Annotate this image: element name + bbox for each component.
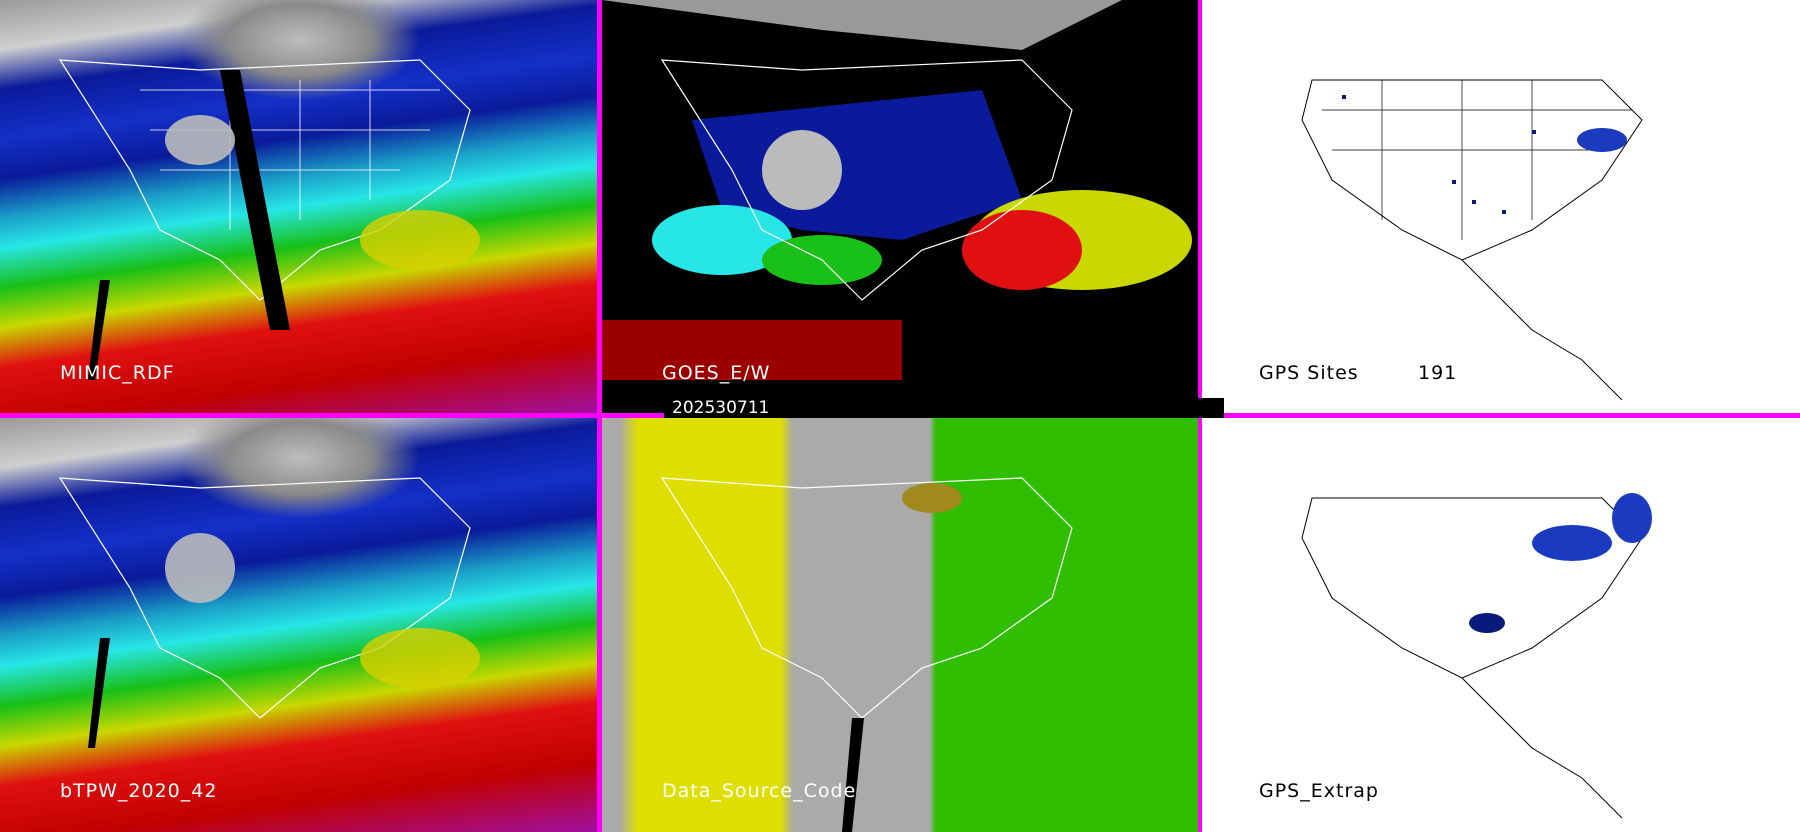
btpw-map-panel: bTPW_2020_42 [0, 418, 597, 832]
gps-sites-map-panel: GPS Sites 191 [1202, 0, 1800, 413]
coastline-overlay [58, 477, 480, 748]
goes-data-overlay [602, 0, 1192, 380]
gps-extrap-overlay [1301, 493, 1652, 819]
panel-label: GPS Sites [1259, 362, 1359, 384]
gps-sites-overlay [1301, 79, 1643, 401]
mimic-rdf-map-panel: MIMIC_RDF [0, 0, 597, 413]
gps-site-count: 191 [1418, 362, 1458, 384]
panel-label: Data_Source_Code [662, 780, 857, 802]
coastline-overlay [58, 59, 480, 380]
gps-extrap-map-panel: GPS_Extrap [1202, 418, 1800, 832]
coastline-overlay [660, 477, 1073, 832]
date-stamp: 202530711 [664, 398, 1224, 418]
panel-label: MIMIC_RDF [60, 362, 175, 384]
goes-map-panel: GOES_E/W [602, 0, 1198, 413]
panel-label: GOES_E/W [662, 362, 771, 384]
panel-label: bTPW_2020_42 [60, 780, 218, 802]
panel-label: GPS_Extrap [1259, 780, 1379, 802]
data-source-code-map-panel: Data_Source_Code [602, 418, 1198, 832]
